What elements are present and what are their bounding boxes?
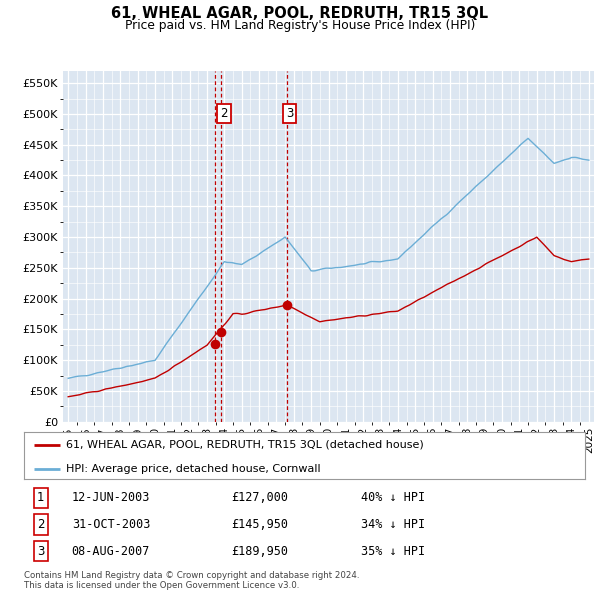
Text: 2: 2 (37, 518, 44, 531)
Text: 08-AUG-2007: 08-AUG-2007 (71, 545, 150, 558)
Text: Price paid vs. HM Land Registry's House Price Index (HPI): Price paid vs. HM Land Registry's House … (125, 19, 475, 32)
Text: HPI: Average price, detached house, Cornwall: HPI: Average price, detached house, Corn… (66, 464, 320, 474)
Text: 1: 1 (37, 491, 44, 504)
Text: 34% ↓ HPI: 34% ↓ HPI (361, 518, 425, 531)
Text: 31-OCT-2003: 31-OCT-2003 (71, 518, 150, 531)
Text: 2: 2 (220, 107, 228, 120)
Text: 3: 3 (37, 545, 44, 558)
Text: 61, WHEAL AGAR, POOL, REDRUTH, TR15 3QL: 61, WHEAL AGAR, POOL, REDRUTH, TR15 3QL (112, 6, 488, 21)
Text: £127,000: £127,000 (232, 491, 289, 504)
Text: £189,950: £189,950 (232, 545, 289, 558)
Text: 61, WHEAL AGAR, POOL, REDRUTH, TR15 3QL (detached house): 61, WHEAL AGAR, POOL, REDRUTH, TR15 3QL … (66, 440, 424, 450)
Text: Contains HM Land Registry data © Crown copyright and database right 2024.
This d: Contains HM Land Registry data © Crown c… (24, 571, 359, 590)
Text: 3: 3 (286, 107, 293, 120)
Text: 12-JUN-2003: 12-JUN-2003 (71, 491, 150, 504)
Text: 40% ↓ HPI: 40% ↓ HPI (361, 491, 425, 504)
Text: 35% ↓ HPI: 35% ↓ HPI (361, 545, 425, 558)
Text: £145,950: £145,950 (232, 518, 289, 531)
